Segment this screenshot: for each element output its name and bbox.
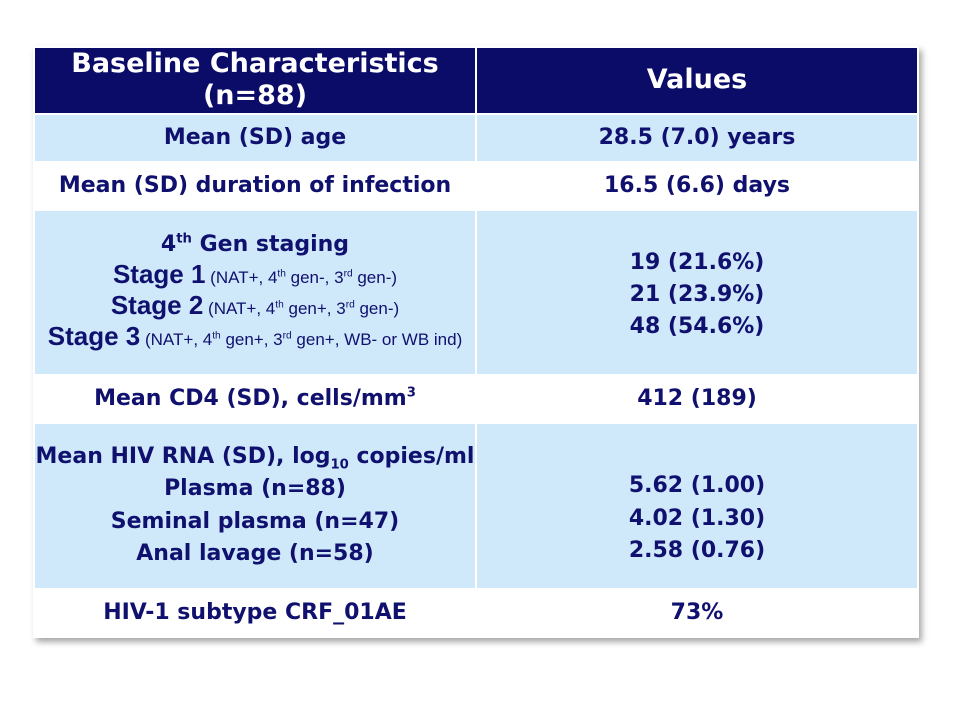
staging-title: 4th Gen staging	[35, 232, 475, 258]
stage-3-desc: (NAT+, 4th gen+, 3rd gen+, WB- or WB ind…	[140, 330, 463, 350]
table-row-subtype: HIV-1 subtype CRF_01AE 73%	[33, 587, 919, 638]
row-value-subtype: 73%	[475, 587, 919, 638]
rna-title-sub: 10	[330, 457, 349, 473]
table-row-rna: Mean HIV RNA (SD), log10 copies/ml Plasm…	[33, 421, 919, 590]
row-value-age: 28.5 (7.0) years	[475, 112, 919, 163]
rna-item-seminal: Seminal plasma (n=47)	[110, 508, 400, 534]
row-value-duration: 16.5 (6.6) days	[475, 160, 919, 211]
row-value-rna: 5.62 (1.00) 4.02 (1.30) 2.58 (0.76)	[475, 421, 919, 590]
header-values: Values	[475, 46, 919, 115]
row-label-subtype: HIV-1 subtype CRF_01AE	[33, 587, 477, 638]
row-label-staging: 4th Gen staging Stage 1 (NAT+, 4th gen-,…	[33, 208, 477, 376]
rna-item-plasma: Plasma (n=88)	[164, 476, 346, 502]
cd4-label-sup: 3	[406, 385, 416, 401]
stage-1-value: 19 (21.6%)	[629, 249, 765, 275]
table-row-age: Mean (SD) age 28.5 (7.0) years	[33, 112, 919, 163]
stage-2-value: 21 (23.9%)	[629, 282, 765, 308]
rna-title-pre: Mean HIV RNA (SD), log	[35, 444, 331, 469]
stage-3-line: Stage 3 (NAT+, 4th gen+, 3rd gen+, WB- o…	[35, 321, 475, 352]
rna-value-anal: 2.58 (0.76)	[628, 537, 766, 563]
stage-2-line: Stage 2 (NAT+, 4th gen+, 3rd gen-)	[35, 290, 475, 321]
row-label-duration: Mean (SD) duration of infection	[33, 160, 477, 211]
row-label-cd4: Mean CD4 (SD), cells/mm3	[33, 373, 477, 424]
stage-3-name: Stage 3	[47, 321, 141, 352]
rna-value-seminal: 4.02 (1.30)	[628, 505, 766, 531]
rna-item-anal: Anal lavage (n=58)	[136, 541, 374, 567]
row-label-rna: Mean HIV RNA (SD), log10 copies/ml Plasm…	[33, 421, 477, 590]
table-row-duration: Mean (SD) duration of infection 16.5 (6.…	[33, 160, 919, 211]
stage-2-desc: (NAT+, 4th gen+, 3rd gen-)	[203, 298, 400, 318]
rna-title-post: copies/ml	[348, 444, 475, 469]
stage-2-name: Stage 2	[110, 289, 204, 320]
staging-title-sup: th	[176, 231, 192, 247]
staging-title-num: 4	[160, 232, 177, 258]
table-header-row: Baseline Characteristics (n=88) Values	[33, 46, 919, 115]
staging-title-rest: Gen staging	[191, 232, 350, 258]
header-characteristics: Baseline Characteristics (n=88)	[33, 46, 477, 115]
stage-1-name: Stage 1	[112, 258, 206, 289]
stage-3-value: 48 (54.6%)	[629, 314, 765, 340]
row-value-cd4: 412 (189)	[475, 373, 919, 424]
table-row-staging: 4th Gen staging Stage 1 (NAT+, 4th gen-,…	[33, 208, 919, 376]
row-label-age: Mean (SD) age	[33, 112, 477, 163]
rna-value-plasma: 5.62 (1.00)	[628, 473, 766, 499]
cd4-label-text: Mean CD4 (SD), cells/mm	[94, 385, 407, 411]
stage-1-line: Stage 1 (NAT+, 4th gen-, 3rd gen-)	[35, 259, 475, 290]
table-row-cd4: Mean CD4 (SD), cells/mm3 412 (189)	[33, 373, 919, 424]
stage-1-desc: (NAT+, 4th gen-, 3rd gen-)	[205, 267, 398, 287]
row-value-staging: 19 (21.6%) 21 (23.9%) 48 (54.6%)	[475, 208, 919, 376]
baseline-characteristics-table: Baseline Characteristics (n=88) Values M…	[33, 46, 919, 638]
rna-title: Mean HIV RNA (SD), log10 copies/ml	[35, 444, 475, 473]
